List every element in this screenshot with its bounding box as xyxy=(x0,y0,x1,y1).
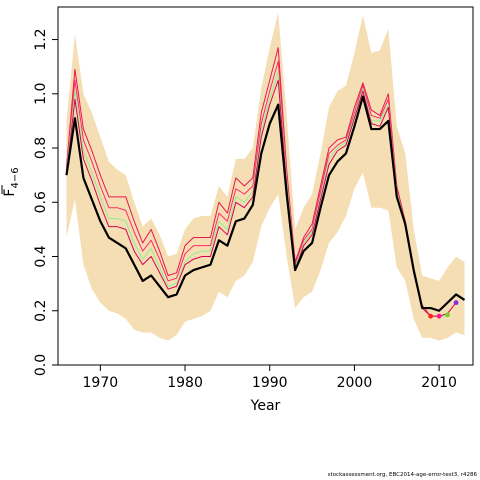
y-tick-label: 0.2 xyxy=(33,300,49,322)
confidence-band xyxy=(66,12,465,341)
footer-credit: stockassessment.org, EBC2014-age-error-t… xyxy=(327,472,477,478)
y-tick-label: 0.4 xyxy=(33,245,49,267)
terminal-point-2009 xyxy=(428,313,434,319)
terminal-points xyxy=(428,300,459,319)
x-tick-label: 1970 xyxy=(83,375,119,391)
x-tick-label: 2010 xyxy=(421,375,457,391)
x-tick-label: 1990 xyxy=(252,375,288,391)
confidence-band-area xyxy=(66,12,465,341)
series-line-retro-1 xyxy=(65,60,440,317)
y-tick-label: 0.6 xyxy=(33,191,49,213)
terminal-point-2010 xyxy=(436,313,442,319)
x-tick-label: 2000 xyxy=(337,375,373,391)
series-line-retro-0 xyxy=(65,47,432,317)
y-axis: 0.0 0.2 0.4 0.6 0.8 1.0 1.2 xyxy=(33,28,58,376)
series-lines xyxy=(65,47,466,317)
x-axis-title: Year xyxy=(250,398,281,414)
terminal-point-2012 xyxy=(453,300,459,306)
series-line-retro-2 xyxy=(65,71,448,317)
y-axis-title-main: F xyxy=(2,189,18,197)
y-tick-label: 1.0 xyxy=(33,83,49,105)
terminal-point-2011 xyxy=(445,312,450,318)
plot-frame xyxy=(57,6,474,366)
x-tick-label: 1980 xyxy=(167,375,203,391)
y-tick-label: 0.0 xyxy=(33,354,49,376)
svg-text:F4−6: F4−6 xyxy=(2,167,21,196)
y-tick-label: 1.2 xyxy=(33,28,49,50)
series-line-main xyxy=(65,95,466,312)
series-line-retro-3 xyxy=(65,79,457,317)
y-axis-title: F4−6 xyxy=(1,167,21,197)
x-axis: 1970 1980 1990 2000 2010 xyxy=(83,365,457,391)
y-axis-title-sub: 4−6 xyxy=(10,167,21,188)
y-tick-label: 0.8 xyxy=(33,137,49,159)
